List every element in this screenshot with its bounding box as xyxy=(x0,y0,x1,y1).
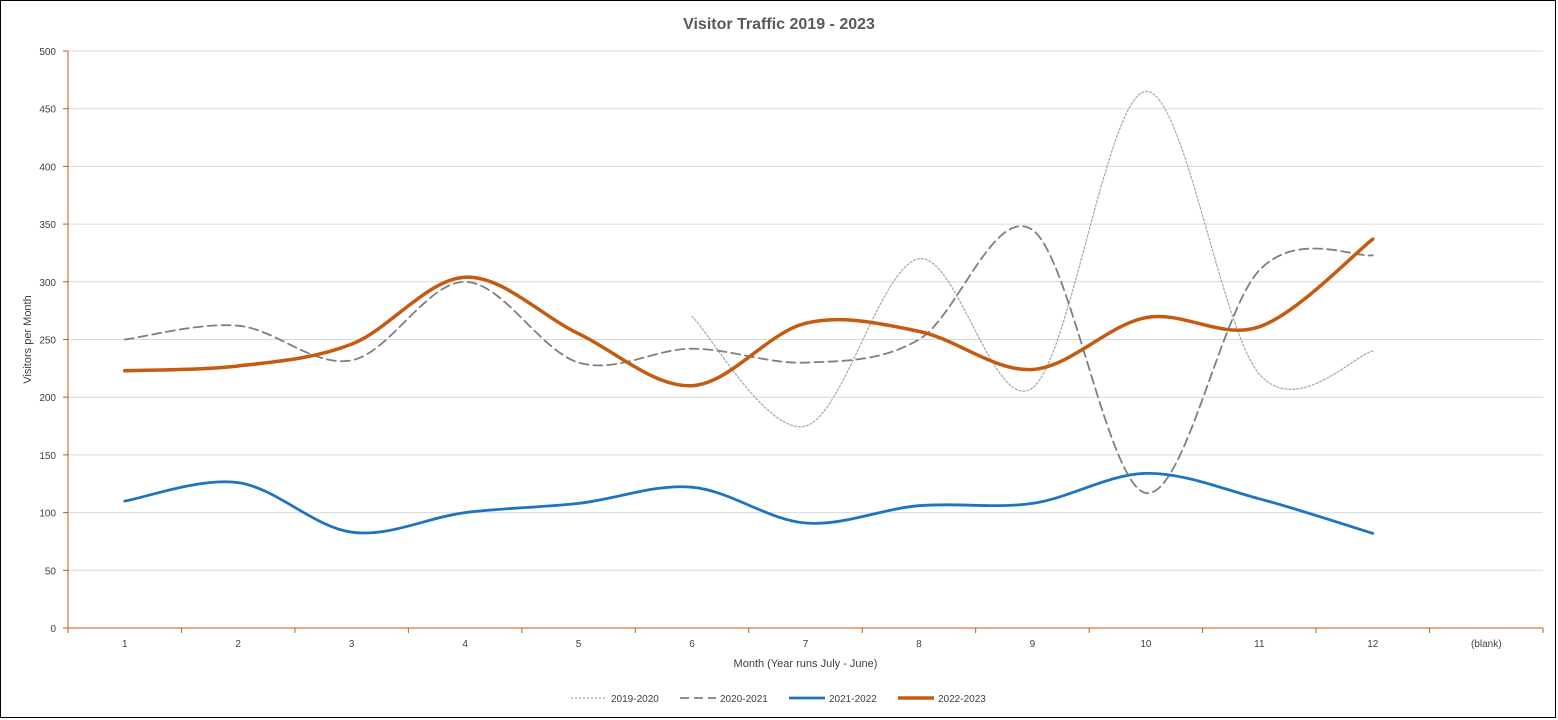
x-tick-label: 7 xyxy=(803,639,809,650)
y-tick-label: 200 xyxy=(39,393,56,404)
y-axis-label: Visitors per Month xyxy=(22,295,34,383)
y-axis-ticks: 0 50 100 150 200 250 300 350 400 450 500 xyxy=(39,47,68,635)
x-tick-label: 9 xyxy=(1030,639,1036,650)
y-tick-label: 50 xyxy=(45,566,57,577)
y-tick-label: 400 xyxy=(39,162,56,173)
x-tick-label: 4 xyxy=(462,639,468,650)
x-tick-label: 3 xyxy=(349,639,355,650)
series-line-2022-2023 xyxy=(122,237,1375,388)
legend-label: 2020-2021 xyxy=(720,694,768,705)
gridlines xyxy=(68,50,1543,571)
y-tick-label: 350 xyxy=(39,220,56,231)
x-tick-label: 11 xyxy=(1254,639,1265,650)
chart-title: Visitor Traffic 2019 - 2023 xyxy=(683,16,875,33)
x-tick-label: 5 xyxy=(576,639,582,650)
x-tick-label: (blank) xyxy=(1471,639,1502,650)
x-axis-label: Month (Year runs July - June) xyxy=(734,658,878,670)
x-tick-label: 8 xyxy=(916,639,922,650)
series-line-2021-2022 xyxy=(123,471,1375,535)
y-tick-label: 250 xyxy=(39,336,56,347)
legend-label: 2022-2023 xyxy=(938,694,986,705)
legend-label: 2021-2022 xyxy=(829,694,877,705)
x-tick-label: 10 xyxy=(1140,639,1152,650)
x-tick-label: 12 xyxy=(1367,639,1379,650)
x-tick-label: 1 xyxy=(122,639,128,650)
x-tick-label: 6 xyxy=(689,639,695,650)
x-axis-ticks: 1 2 3 4 5 6 7 8 9 10 11 12 (blank) xyxy=(67,628,1544,650)
x-tick-label: 2 xyxy=(235,639,241,650)
y-tick-label: 100 xyxy=(39,509,56,520)
series-line-2020-2021 xyxy=(123,225,1374,494)
series-line-2019-2020 xyxy=(691,90,1374,428)
legend: 2019-2020 2020-2021 2021-2022 2022-2023 xyxy=(571,694,986,705)
y-tick-label: 150 xyxy=(39,451,56,462)
y-tick-label: 300 xyxy=(39,278,56,289)
series-layer xyxy=(122,90,1375,535)
y-tick-label: 500 xyxy=(39,47,56,58)
y-tick-label: 450 xyxy=(39,105,56,116)
legend-label: 2019-2020 xyxy=(611,694,659,705)
y-tick-label: 0 xyxy=(50,624,56,635)
